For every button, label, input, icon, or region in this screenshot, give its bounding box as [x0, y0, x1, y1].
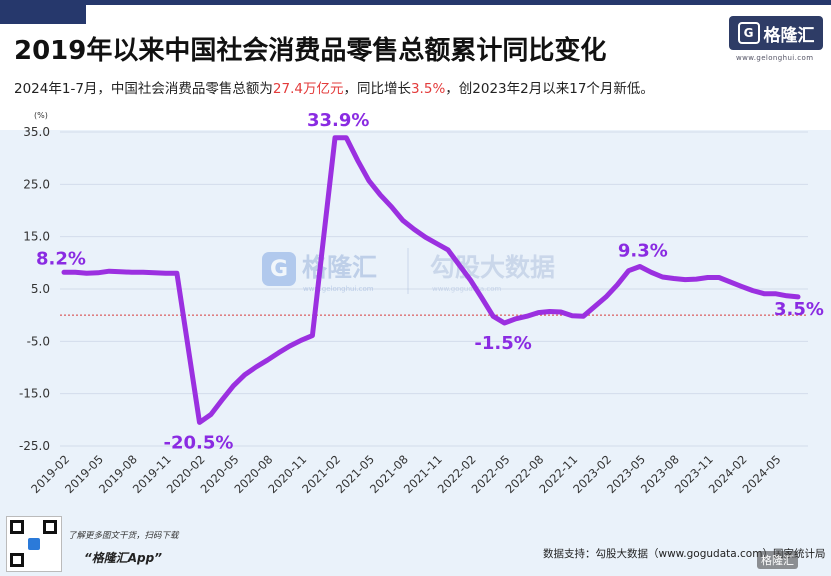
- data-label: 9.3%: [618, 240, 668, 261]
- subtitle-suffix: ，创2023年2月以来17个月新低。: [445, 81, 654, 97]
- y-tick-label: 5.0: [31, 282, 50, 296]
- logo-g-icon: G: [737, 22, 760, 44]
- watermark-g-letter: G: [270, 257, 288, 282]
- watermark-left-url: www.gelonghui.com: [303, 285, 374, 293]
- grid-lines: [60, 131, 808, 447]
- data-label: 33.9%: [307, 110, 369, 131]
- y-tick-label: -25.0: [19, 439, 50, 453]
- data-source: 数据支持：勾股大数据（www.gogudata.com）国家统计局: [543, 548, 826, 560]
- qr-corner: [10, 520, 24, 534]
- chart-subtitle: 2024年1-7月，中国社会消费品零售总额为27.4万亿元，同比增长3.5%，创…: [14, 77, 654, 97]
- center-watermark: G 格隆汇 www.gelonghui.com 勾股大数据 www.goguda…: [262, 248, 555, 294]
- subtitle-total: 27.4万亿元: [272, 81, 344, 97]
- header-area: 2019年以来中国社会消费品零售总额累计同比变化 2024年1-7月，中国社会消…: [0, 0, 831, 130]
- qr-corner: [43, 520, 57, 534]
- y-tick-labels: 35.0 25.0 15.0 5.0 -5.0 -15.0 -25.0: [19, 125, 50, 453]
- qr-logo-icon: [28, 538, 40, 550]
- watermark-right: 勾股大数据: [430, 253, 555, 282]
- x-tick-labels: 2019-022019-052019-082019-112020-022020-…: [28, 452, 783, 496]
- y-tick-label: 15.0: [23, 230, 50, 244]
- logo-url: www.gelonghui.com: [736, 54, 814, 62]
- brand-logo: G 格隆汇: [729, 16, 823, 50]
- chart-title: 2019年以来中国社会消费品零售总额累计同比变化: [14, 36, 607, 66]
- header-accent-block: [0, 0, 86, 24]
- y-tick-label: 25.0: [23, 177, 50, 191]
- header-accent-line: [86, 0, 831, 5]
- qr-code: [6, 516, 62, 572]
- y-tick-label: 35.0: [23, 125, 50, 139]
- promo-text: 了解更多图文干货，扫码下载: [68, 531, 179, 541]
- data-labels: 8.2% -20.5% 33.9% -1.5% 9.3% 3.5%: [36, 110, 824, 454]
- y-tick-label: -15.0: [19, 387, 50, 401]
- footer: [0, 500, 831, 576]
- data-label: 8.2%: [36, 248, 86, 269]
- y-tick-label: -5.0: [27, 334, 50, 348]
- watermark-g-icon: [262, 252, 296, 286]
- qr-corner: [10, 553, 24, 567]
- data-label: -1.5%: [474, 333, 531, 354]
- watermark-left: 格隆汇: [302, 253, 377, 282]
- y-axis-unit: (%): [34, 111, 48, 120]
- data-label: 3.5%: [774, 299, 824, 320]
- watermark-right-url: www.gogudata.com: [432, 285, 501, 293]
- subtitle-prefix: 2024年1-7月，中国社会消费品零售总额为: [14, 81, 273, 97]
- subtitle-middle: ，同比增长: [343, 81, 411, 97]
- promo-app-name: “格隆汇App”: [84, 551, 162, 565]
- corner-watermark: 格隆汇: [757, 551, 798, 569]
- subtitle-growth: 3.5%: [410, 81, 446, 97]
- logo-text: 格隆汇: [763, 25, 815, 46]
- series-line: [61, 135, 801, 425]
- data-label: -20.5%: [164, 432, 234, 453]
